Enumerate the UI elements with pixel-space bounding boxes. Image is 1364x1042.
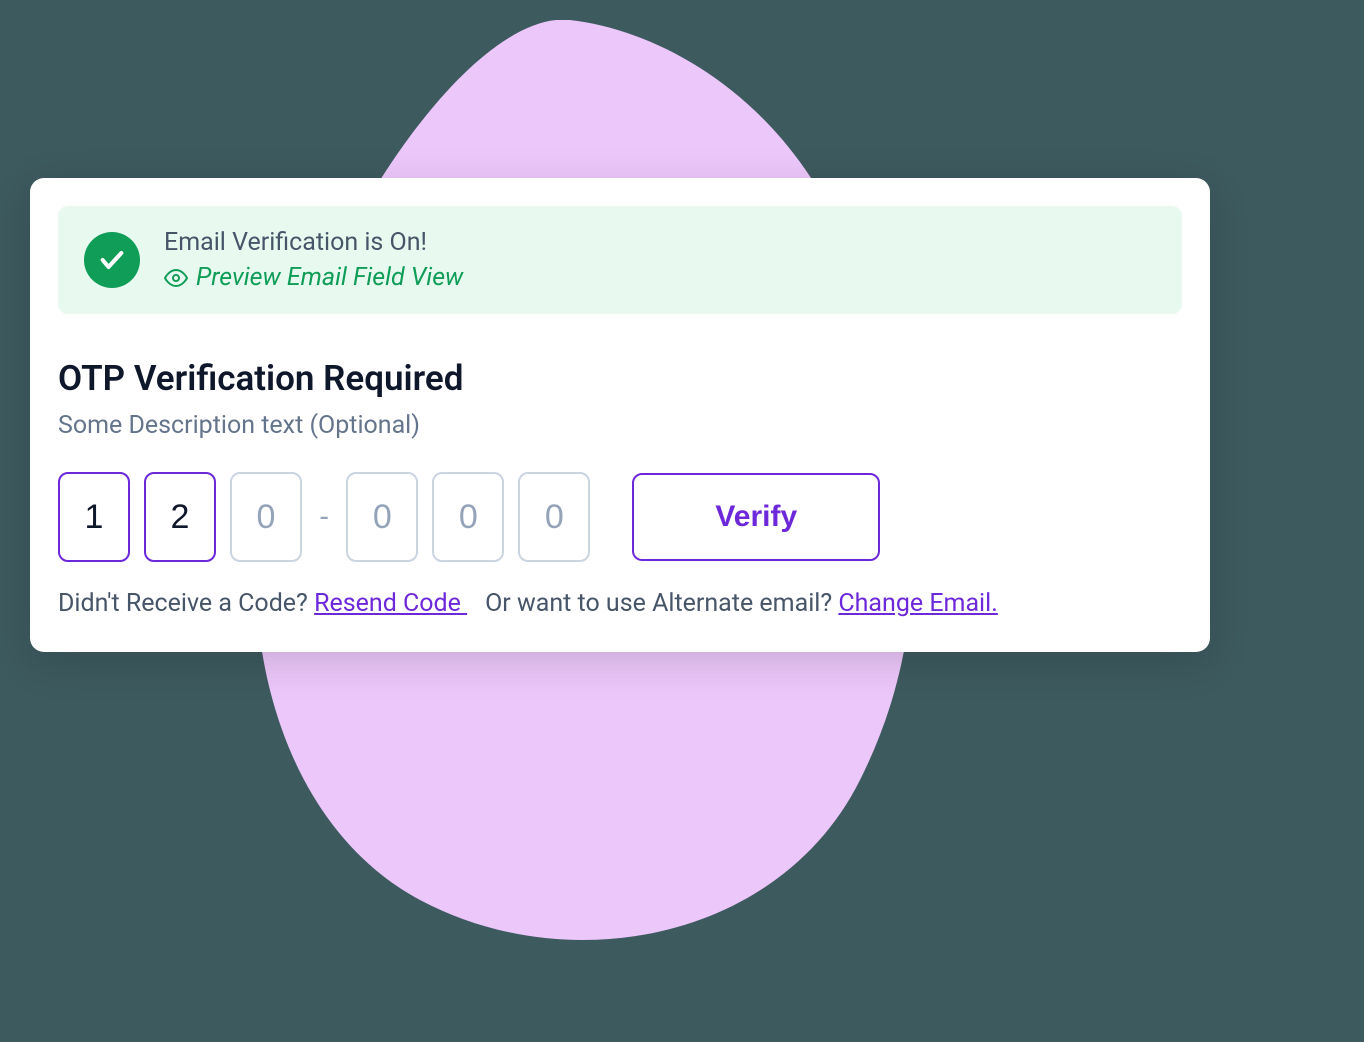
otp-description: Some Description text (Optional): [58, 411, 1182, 440]
help-text: Didn't Receive a Code? Resend Code Or wa…: [58, 584, 1182, 624]
alternate-prompt-text: Or want to use Alternate email?: [485, 589, 838, 618]
otp-card: Email Verification is On! Preview Email …: [30, 178, 1210, 652]
preview-email-link[interactable]: Preview Email Field View: [164, 263, 463, 292]
otp-digit-2[interactable]: [144, 472, 216, 562]
resend-prompt-text: Didn't Receive a Code?: [58, 589, 314, 618]
verify-button[interactable]: Verify: [632, 473, 880, 561]
otp-digit-3[interactable]: [230, 472, 302, 562]
preview-email-link-label: Preview Email Field View: [196, 263, 463, 292]
otp-digit-6[interactable]: [518, 472, 590, 562]
resend-code-link[interactable]: Resend Code: [314, 589, 467, 618]
otp-input-row: - Verify: [58, 472, 1182, 562]
otp-digit-4[interactable]: [346, 472, 418, 562]
verification-alert: Email Verification is On! Preview Email …: [58, 206, 1182, 314]
eye-icon: [164, 266, 188, 290]
otp-digit-1[interactable]: [58, 472, 130, 562]
change-email-link[interactable]: Change Email.: [838, 589, 997, 618]
check-icon: [84, 232, 140, 288]
otp-heading: OTP Verification Required: [58, 358, 1182, 399]
otp-digit-5[interactable]: [432, 472, 504, 562]
alert-title: Email Verification is On!: [164, 228, 463, 257]
otp-separator: -: [316, 500, 332, 535]
